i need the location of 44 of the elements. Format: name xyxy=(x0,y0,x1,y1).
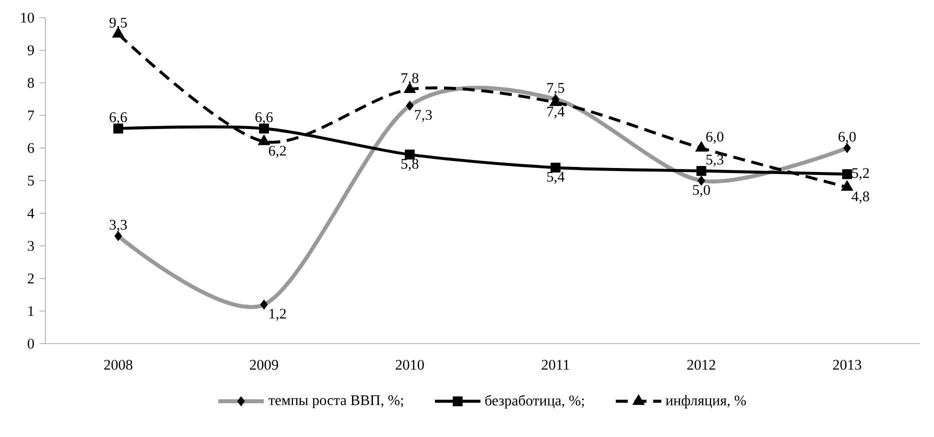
x-tick-label: 2012 xyxy=(687,360,716,370)
data-label: 6,2 xyxy=(268,146,286,158)
data-label: 1,2 xyxy=(270,308,286,321)
data-label: 7,3 xyxy=(415,110,432,122)
data-label: 6,6 xyxy=(110,112,127,124)
x-tick-label: 2011 xyxy=(542,360,570,370)
data-label: 7,5 xyxy=(547,83,564,95)
legend-label: безработица, %; xyxy=(485,394,584,409)
y-tick-label: 9 xyxy=(28,45,34,56)
data-label: 6,0 xyxy=(706,132,724,144)
y-tick-label: 1 xyxy=(28,306,34,316)
point xyxy=(113,124,124,134)
data-label: 9,5 xyxy=(110,18,127,30)
x-tick-label: 2009 xyxy=(250,360,278,370)
point xyxy=(842,169,852,180)
data-label: 5,2 xyxy=(852,168,869,180)
y-tick-label: 4 xyxy=(27,208,34,218)
data-label: 3,3 xyxy=(110,220,127,232)
data-label: 5,8 xyxy=(401,158,418,171)
y-tick-label: 3 xyxy=(28,240,34,251)
x-tick-label: 2013 xyxy=(833,360,862,370)
x-tick-label: 2010 xyxy=(396,360,424,370)
data-label: 5,0 xyxy=(693,184,710,197)
point xyxy=(258,134,270,146)
data-label: 6,0 xyxy=(838,132,856,144)
x-tick-label: 2008 xyxy=(104,360,132,370)
y-tick-label: 8 xyxy=(28,78,34,88)
y-tick-label: 10 xyxy=(21,12,34,23)
y-tick-label: 7 xyxy=(28,110,34,120)
y-tick-label: 0 xyxy=(28,338,34,349)
data-label: 4,8 xyxy=(852,191,870,204)
point xyxy=(695,141,708,152)
legend-label: инфляция, % xyxy=(666,395,746,408)
point xyxy=(696,166,706,176)
legend-label: темпы роста ВВП, %; xyxy=(268,395,404,408)
point xyxy=(259,124,269,134)
y-tick-label: 5 xyxy=(28,176,34,186)
data-label: 5,3 xyxy=(706,154,724,167)
data-label: 5,4 xyxy=(547,172,564,184)
y-tick-label: 2 xyxy=(28,274,34,284)
data-label: 6,6 xyxy=(255,112,273,124)
data-label: 7,4 xyxy=(547,106,564,119)
data-label: 7,8 xyxy=(402,73,418,86)
y-tick-label: 6 xyxy=(28,143,34,153)
